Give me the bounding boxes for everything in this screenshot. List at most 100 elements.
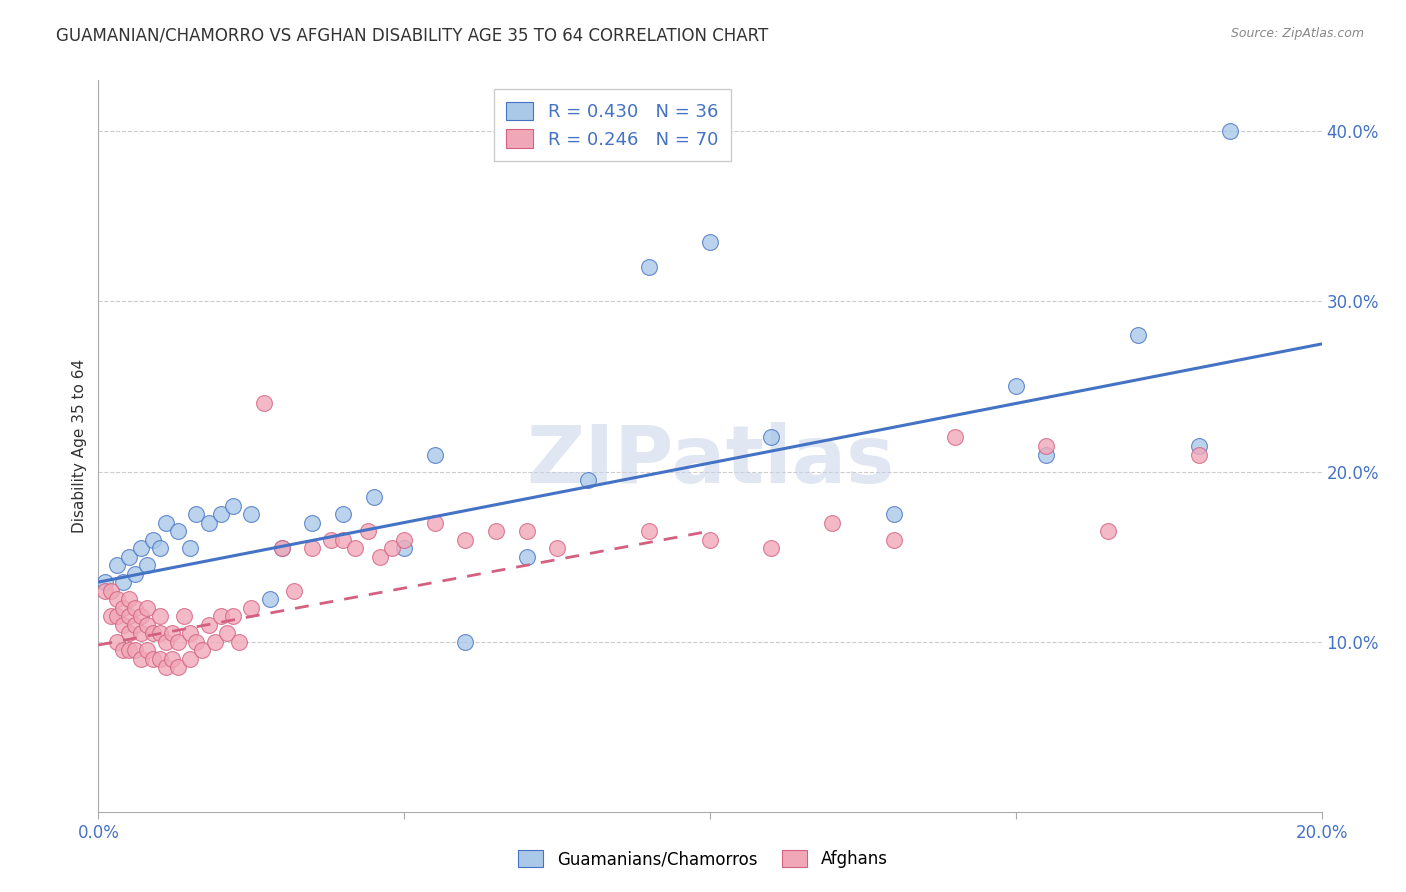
Point bbox=[423, 516, 446, 530]
Point bbox=[344, 541, 367, 555]
Point bbox=[392, 541, 416, 555]
Point bbox=[124, 643, 146, 657]
Point bbox=[105, 609, 128, 624]
Point bbox=[155, 516, 177, 530]
Point bbox=[136, 617, 159, 632]
Point bbox=[204, 634, 226, 648]
Text: GUAMANIAN/CHAMORRO VS AFGHAN DISABILITY AGE 35 TO 64 CORRELATION CHART: GUAMANIAN/CHAMORRO VS AFGHAN DISABILITY … bbox=[56, 27, 769, 45]
Point bbox=[93, 575, 115, 590]
Point bbox=[142, 533, 165, 547]
Point bbox=[209, 609, 232, 624]
Point bbox=[111, 617, 134, 632]
Y-axis label: Disability Age 35 to 64: Disability Age 35 to 64 bbox=[72, 359, 87, 533]
Point bbox=[381, 541, 404, 555]
Point bbox=[943, 430, 966, 444]
Point bbox=[118, 609, 141, 624]
Point bbox=[283, 583, 305, 598]
Point bbox=[332, 507, 354, 521]
Point bbox=[93, 583, 115, 598]
Point bbox=[136, 600, 159, 615]
Point bbox=[124, 600, 146, 615]
Point bbox=[179, 626, 201, 640]
Point bbox=[1188, 448, 1211, 462]
Point bbox=[197, 516, 219, 530]
Point bbox=[356, 524, 378, 538]
Point bbox=[222, 609, 245, 624]
Text: Source: ZipAtlas.com: Source: ZipAtlas.com bbox=[1230, 27, 1364, 40]
Point bbox=[155, 660, 177, 674]
Point bbox=[1035, 439, 1057, 453]
Point bbox=[699, 235, 721, 249]
Point bbox=[155, 634, 177, 648]
Point bbox=[637, 260, 661, 275]
Point bbox=[129, 651, 152, 665]
Point bbox=[319, 533, 342, 547]
Point bbox=[821, 516, 844, 530]
Point bbox=[129, 541, 152, 555]
Point bbox=[516, 524, 538, 538]
Point bbox=[1097, 524, 1119, 538]
Text: ZIPatlas: ZIPatlas bbox=[526, 422, 894, 500]
Point bbox=[149, 541, 172, 555]
Point bbox=[100, 609, 122, 624]
Point bbox=[167, 660, 190, 674]
Point bbox=[118, 549, 141, 564]
Point bbox=[423, 448, 446, 462]
Point bbox=[124, 617, 146, 632]
Point bbox=[301, 516, 323, 530]
Point bbox=[209, 507, 232, 521]
Point bbox=[516, 549, 538, 564]
Point bbox=[118, 592, 141, 607]
Point bbox=[142, 651, 165, 665]
Point bbox=[883, 507, 905, 521]
Point bbox=[149, 651, 172, 665]
Point bbox=[111, 575, 134, 590]
Point bbox=[883, 533, 905, 547]
Point bbox=[179, 651, 201, 665]
Point bbox=[167, 524, 190, 538]
Point bbox=[142, 626, 165, 640]
Point bbox=[124, 566, 146, 581]
Point bbox=[1035, 448, 1057, 462]
Point bbox=[454, 634, 477, 648]
Point bbox=[191, 643, 214, 657]
Point bbox=[105, 634, 128, 648]
Legend: Guamanians/Chamorros, Afghans: Guamanians/Chamorros, Afghans bbox=[512, 843, 894, 875]
Point bbox=[215, 626, 238, 640]
Point bbox=[186, 634, 208, 648]
Point bbox=[576, 473, 599, 487]
Point bbox=[485, 524, 508, 538]
Point bbox=[173, 609, 195, 624]
Point bbox=[759, 541, 782, 555]
Point bbox=[699, 533, 721, 547]
Point bbox=[105, 558, 128, 572]
Point bbox=[1128, 328, 1150, 343]
Point bbox=[149, 626, 172, 640]
Point bbox=[179, 541, 201, 555]
Point bbox=[160, 626, 183, 640]
Point bbox=[1219, 124, 1241, 138]
Point bbox=[105, 592, 128, 607]
Point bbox=[167, 634, 190, 648]
Point bbox=[186, 507, 208, 521]
Point bbox=[129, 609, 152, 624]
Point bbox=[136, 643, 159, 657]
Point bbox=[1004, 379, 1026, 393]
Point bbox=[118, 626, 141, 640]
Point bbox=[546, 541, 568, 555]
Point bbox=[129, 626, 152, 640]
Point bbox=[363, 490, 385, 504]
Legend: R = 0.430   N = 36, R = 0.246   N = 70: R = 0.430 N = 36, R = 0.246 N = 70 bbox=[494, 89, 731, 161]
Point bbox=[392, 533, 416, 547]
Point bbox=[259, 592, 281, 607]
Point bbox=[136, 558, 159, 572]
Point bbox=[111, 643, 134, 657]
Point bbox=[197, 617, 219, 632]
Point bbox=[759, 430, 782, 444]
Point bbox=[149, 609, 172, 624]
Point bbox=[240, 600, 263, 615]
Point bbox=[454, 533, 477, 547]
Point bbox=[1188, 439, 1211, 453]
Point bbox=[301, 541, 323, 555]
Point bbox=[111, 600, 134, 615]
